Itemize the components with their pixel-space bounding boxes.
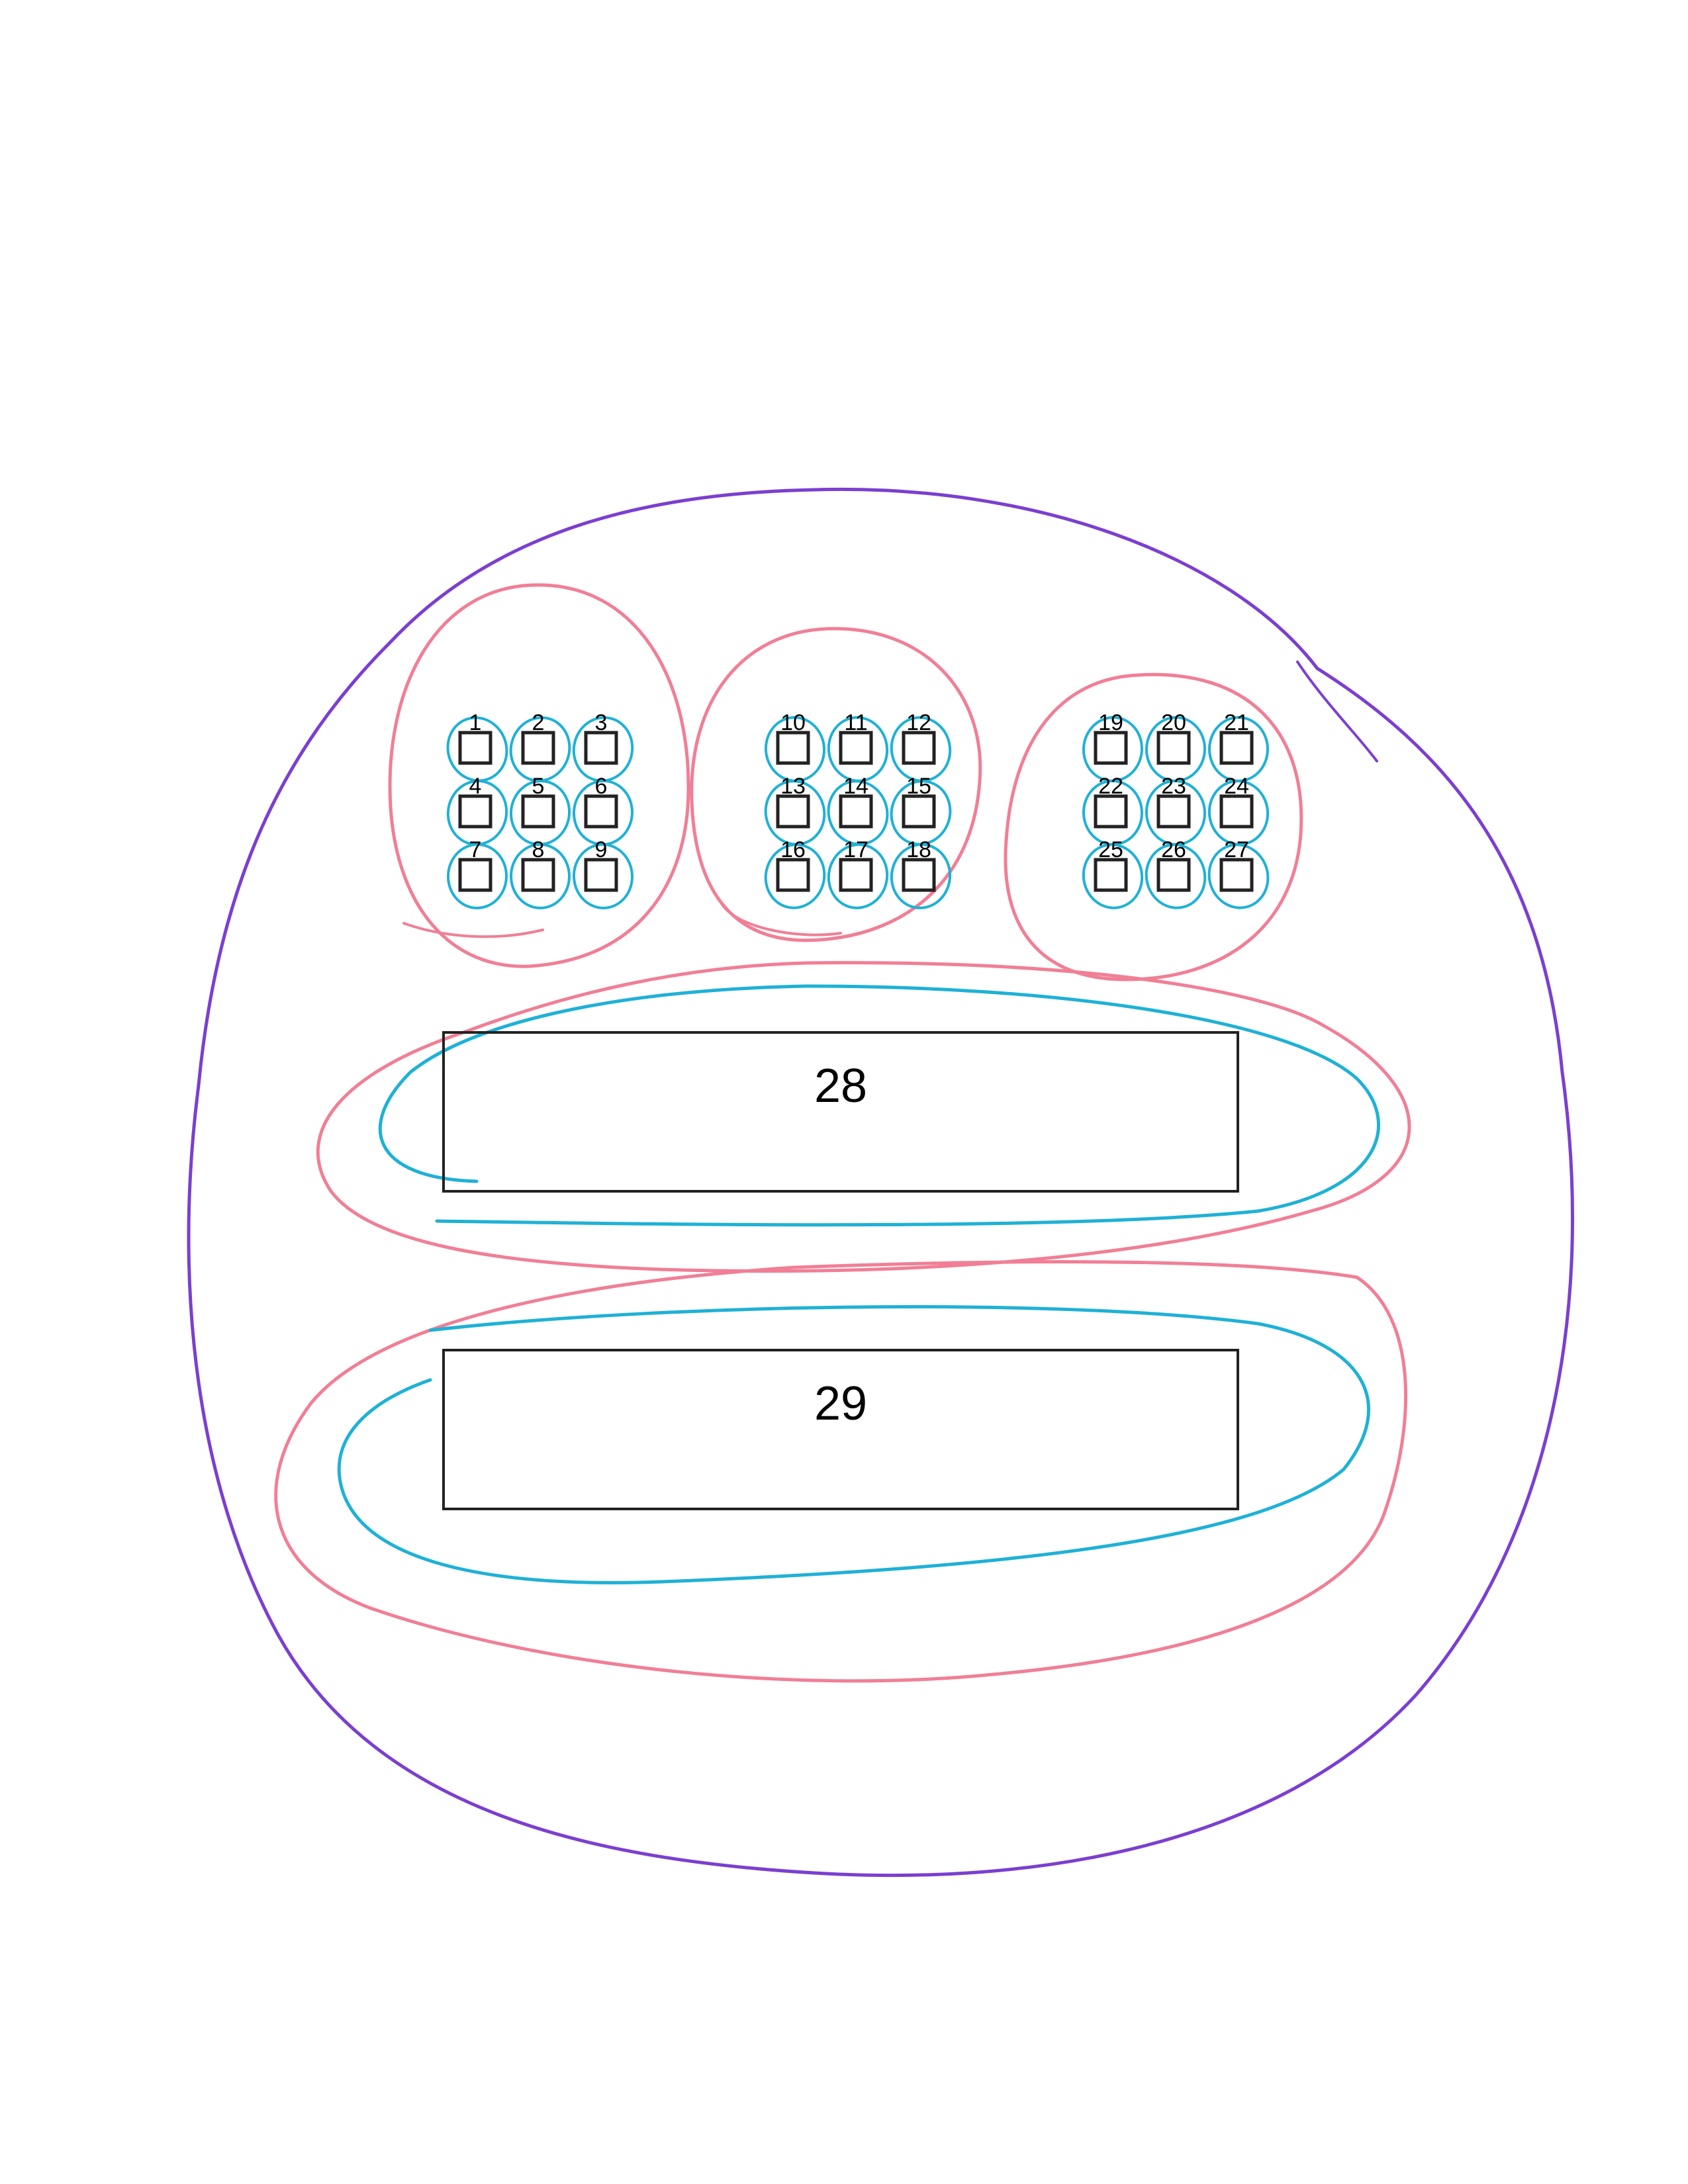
cell-label-8: 8 <box>532 837 545 862</box>
group-loop-1 <box>388 583 690 968</box>
cell-label-4: 4 <box>469 774 482 799</box>
cell-label-20: 20 <box>1161 710 1186 735</box>
cell-label-25: 25 <box>1098 837 1123 862</box>
cell-loop-25 <box>1082 843 1144 909</box>
cell-loop-9 <box>572 843 634 909</box>
box-29-blue-loop <box>337 1305 1370 1584</box>
cell-label-14: 14 <box>843 774 868 799</box>
group-loop-2 <box>690 627 982 942</box>
cell-label-18: 18 <box>906 837 931 862</box>
cell-box-10 <box>776 731 810 765</box>
cell-box-24 <box>1219 794 1254 829</box>
cell-box-2 <box>521 731 555 765</box>
cell-loop-26 <box>1145 843 1207 909</box>
cell-label-9: 9 <box>595 837 608 862</box>
box-28-pink-loop <box>316 961 1411 1273</box>
cell-box-4 <box>458 794 492 829</box>
cell-label-21: 21 <box>1224 710 1249 735</box>
cell-box-20 <box>1156 731 1191 765</box>
cell-label-12: 12 <box>906 710 931 735</box>
cell-loop-7 <box>446 843 508 909</box>
group-loop-3 <box>1004 672 1303 981</box>
cell-label-26: 26 <box>1161 837 1186 862</box>
group-loop-1-tail <box>402 922 544 938</box>
cell-loop-14 <box>827 780 889 846</box>
cell-label-10: 10 <box>780 710 806 735</box>
cell-label-24: 24 <box>1224 774 1249 799</box>
cell-loop-13 <box>764 780 826 846</box>
cell-box-12 <box>902 731 936 765</box>
cell-label-7: 7 <box>469 837 482 862</box>
cell-label-1: 1 <box>469 710 482 735</box>
cell-loop-3 <box>572 716 634 782</box>
cell-loop-8 <box>509 843 571 909</box>
cell-box-25 <box>1094 858 1128 892</box>
cell-label-16: 16 <box>780 837 806 862</box>
cell-box-22 <box>1094 794 1128 829</box>
cell-box-17 <box>839 858 873 892</box>
cell-label-27: 27 <box>1224 837 1249 862</box>
cell-box-6 <box>584 794 618 829</box>
cell-box-9 <box>584 858 618 892</box>
cell-label-19: 19 <box>1098 710 1123 735</box>
cell-box-21 <box>1219 731 1254 765</box>
cell-box-8 <box>521 858 555 892</box>
cell-box-1 <box>458 731 492 765</box>
cell-label-22: 22 <box>1098 774 1123 799</box>
group-loop-2-tail <box>720 902 842 936</box>
cell-loop-12 <box>890 716 952 782</box>
cell-box-11 <box>839 731 873 765</box>
cell-box-15 <box>902 794 936 829</box>
box-28-blue-loop <box>435 984 1380 1227</box>
cell-box-26 <box>1156 858 1191 892</box>
cell-label-3: 3 <box>595 710 608 735</box>
cell-box-23 <box>1156 794 1191 829</box>
cell-box-14 <box>839 794 873 829</box>
cell-loop-16 <box>764 843 826 909</box>
cell-box-5 <box>521 794 555 829</box>
box-28-blue-loop-start <box>378 984 810 1183</box>
cell-loop-17 <box>827 843 889 909</box>
cell-loop-1 <box>446 716 508 782</box>
cell-box-27 <box>1219 858 1254 892</box>
cell-loop-11 <box>827 716 889 782</box>
cell-loop-2 <box>509 716 571 782</box>
cell-label-17: 17 <box>843 837 868 862</box>
outer-loop-overlap-stroke <box>1296 660 1378 762</box>
cell-box-3 <box>584 731 618 765</box>
outer-purple-loop <box>187 487 1575 1878</box>
box-28-label: 28 <box>814 1060 867 1113</box>
cell-label-6: 6 <box>595 774 608 799</box>
box-28 <box>442 1031 1239 1193</box>
cell-loop-18 <box>890 843 952 909</box>
box-29-label: 29 <box>814 1377 867 1430</box>
cell-box-16 <box>776 858 810 892</box>
cell-label-15: 15 <box>906 774 931 799</box>
cell-loop-15 <box>890 780 952 846</box>
cell-label-2: 2 <box>532 710 545 735</box>
cell-box-13 <box>776 794 810 829</box>
box-29-pink-loop <box>274 1260 1408 1683</box>
cell-box-19 <box>1094 731 1128 765</box>
cell-label-11: 11 <box>844 710 867 735</box>
cell-label-23: 23 <box>1161 774 1186 799</box>
box-29 <box>442 1349 1239 1510</box>
cell-label-13: 13 <box>780 774 806 799</box>
cell-box-7 <box>458 858 492 892</box>
cell-box-18 <box>902 858 936 892</box>
cell-label-5: 5 <box>532 774 545 799</box>
cell-loop-27 <box>1207 843 1270 909</box>
